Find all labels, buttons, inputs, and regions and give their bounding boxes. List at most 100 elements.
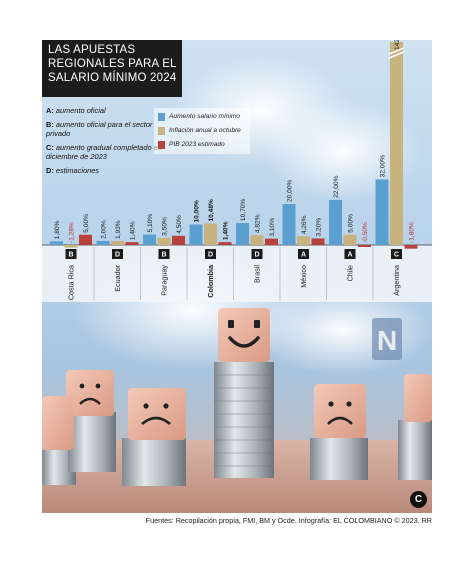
category-label: Costa Rica <box>67 265 76 300</box>
badge-letter: B <box>68 252 73 259</box>
bar-1-6 <box>343 234 357 245</box>
data-label: -0,50% <box>362 222 369 243</box>
data-label: 10,00% <box>193 200 200 223</box>
bar-0-7 <box>375 179 389 245</box>
bar-2-5 <box>311 238 325 245</box>
note-b: B: aumento oficial para el sector privad… <box>46 120 176 138</box>
data-label: -1,80% <box>408 222 415 243</box>
bar-1-3 <box>204 223 217 245</box>
bar-1-7 <box>390 42 403 245</box>
coin-stack-center <box>214 362 274 478</box>
badge-letter: A <box>347 252 352 259</box>
data-label: 3,20% <box>315 218 322 237</box>
badge-box <box>65 249 77 259</box>
note-key: D: <box>46 166 54 175</box>
category-label: Ecuador <box>113 264 122 291</box>
data-label: 1,40% <box>129 221 136 240</box>
note-key: C: <box>46 143 54 152</box>
bar-1-5 <box>297 236 310 245</box>
legend-swatch <box>158 127 165 135</box>
note-key: A: <box>46 106 54 115</box>
badge-box <box>205 249 216 259</box>
bar-0-3 <box>189 224 203 245</box>
source-credit: Fuentes: Recopilación propia, FMI, BM y … <box>145 516 432 525</box>
bar-0-5 <box>282 204 296 245</box>
data-label: 10,70% <box>240 199 247 222</box>
badge-box <box>298 249 309 259</box>
bar-0-1 <box>96 240 110 245</box>
data-label: 2,00% <box>100 220 107 239</box>
badge-box <box>112 249 123 259</box>
bar-chart: 1,80% -1,28% 5,00% B Costa Rica 2,00% 1,93% 1,4… <box>42 40 432 302</box>
category-label: Colombia <box>206 264 215 298</box>
badge-box <box>158 249 170 259</box>
sad-face-cube-edge <box>42 374 432 450</box>
data-label: 5,00% <box>347 214 354 233</box>
badge-box <box>391 249 402 259</box>
category-label: Argentina <box>392 265 401 296</box>
bar-0-2 <box>143 234 156 245</box>
data-label: 1,93% <box>115 220 122 239</box>
bar-2-1 <box>125 242 139 245</box>
sad-face-cube-right <box>314 384 366 438</box>
badge-letter: D <box>115 252 120 259</box>
bar-2-7 <box>404 245 418 249</box>
data-label: 4,82% <box>254 214 261 233</box>
category-label: Chile <box>346 265 355 281</box>
coin-stack-right <box>310 420 432 480</box>
data-label: 142,70% <box>394 40 401 50</box>
category-label: Paraguay <box>160 265 169 296</box>
bar-2-2 <box>172 235 185 245</box>
data-label: 3,50% <box>161 217 168 236</box>
bar-2-0 <box>79 234 92 245</box>
data-label: 5,10% <box>147 214 154 233</box>
legend-label: Inflación anual a octubre <box>169 127 241 134</box>
data-label: 1,40% <box>222 221 229 240</box>
data-label: 5,00% <box>83 214 90 233</box>
data-label: 4,26% <box>301 215 308 234</box>
note-text: aumento gradual completado en diciembre … <box>46 143 162 161</box>
sad-face-cube-left <box>66 370 114 416</box>
svg-text:N: N <box>377 325 397 356</box>
note-text: estimaciones <box>55 166 100 175</box>
badge-letter: D <box>254 252 259 259</box>
badge-notes: A: aumento oficial B: aumento oficial pa… <box>46 106 176 180</box>
badge-box <box>344 249 356 259</box>
sad-face-cube-middle <box>128 388 186 440</box>
data-label: 20,00% <box>286 179 293 202</box>
bar-0-6 <box>329 199 342 245</box>
bar-0-0 <box>50 241 63 245</box>
note-d: D: estimaciones <box>46 166 176 175</box>
bar-2-6 <box>358 245 371 247</box>
legend-label: Aumento salario mínimo <box>169 113 241 120</box>
data-label: 10,48% <box>208 199 215 222</box>
bar-0-4 <box>236 223 249 245</box>
note-c: C: aumento gradual completado en diciemb… <box>46 143 176 161</box>
badge-box <box>251 249 263 259</box>
infographic-title: LAS APUESTAS REGIONALES PARA EL SALARIO … <box>42 40 182 97</box>
coin-stack-left <box>42 412 186 486</box>
badge-letter: D <box>208 252 213 259</box>
category-strip <box>42 245 432 302</box>
category-label: México <box>299 265 308 288</box>
legend-swatch <box>158 113 165 121</box>
category-label: Brasil <box>253 265 262 283</box>
badge-letter: B <box>161 252 166 259</box>
el-colombiano-logo: C <box>410 491 427 508</box>
legend-label: PIB 2023 estimado <box>169 141 225 148</box>
data-label: 1,80% <box>54 220 61 239</box>
data-label: 22,00% <box>333 175 340 198</box>
bar-1-1 <box>111 241 124 245</box>
note-a: A: aumento oficial <box>46 106 176 115</box>
chart-legend: Aumento salario mínimo Inflación anual a… <box>154 108 250 154</box>
data-label: 32,00% <box>379 155 386 178</box>
note-text: aumento oficial <box>55 106 106 115</box>
badge-letter: A <box>301 252 306 259</box>
happy-face-cube <box>218 308 270 362</box>
bar-1-2 <box>157 237 171 245</box>
bar-1-4 <box>250 235 264 245</box>
bar-2-4 <box>265 238 278 245</box>
axis-break-mark <box>388 47 405 59</box>
note-text: aumento oficial para el sector privado <box>46 120 153 138</box>
note-key: B: <box>46 120 54 129</box>
